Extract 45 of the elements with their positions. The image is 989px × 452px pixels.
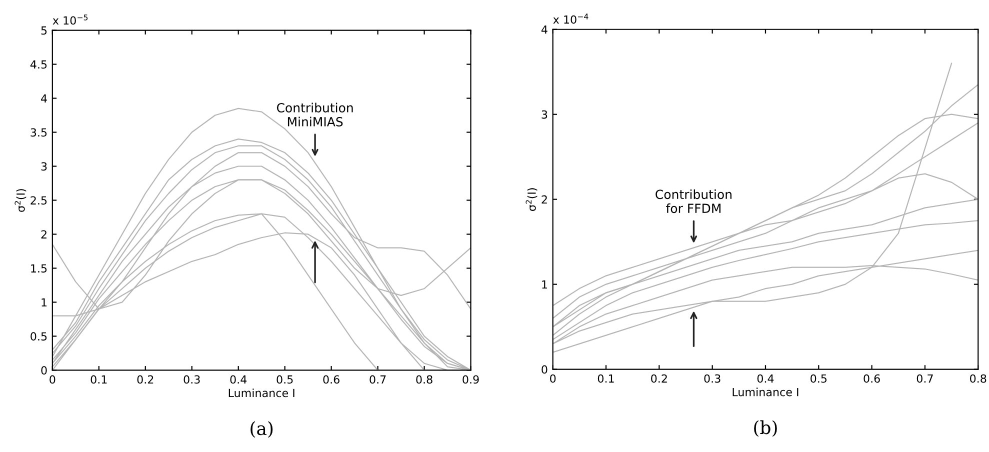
y-tick-label: 2 [542, 195, 547, 204]
x-tick-label: 0.4 [757, 374, 774, 383]
y-tick-label: 3.5 [30, 128, 47, 137]
y-tick-label: 0 [542, 365, 548, 374]
x-tick-label: 0.5 [810, 374, 827, 383]
y-tick-label: 1.5 [31, 264, 47, 273]
x-tick-label: 0.7 [370, 375, 386, 384]
annotation: Contribution MiniMIAS [276, 102, 353, 126]
text: x 10$^{−4}$ [553, 14, 588, 24]
x-tick-label: 0 [550, 374, 556, 383]
x-tick-label: 0.1 [90, 375, 107, 384]
x-tick-label: 0.1 [598, 374, 614, 383]
y-tick-label: 3 [41, 162, 47, 171]
annotation: Contribution for FFDM [656, 189, 732, 214]
x-tick-label: 0.8 [416, 375, 432, 384]
x-axis-title: Luminance I [732, 388, 798, 396]
x-tick-label: 0.8 [970, 374, 986, 383]
x-axis-title: Luminance I [228, 388, 294, 398]
text: (b) [754, 420, 777, 437]
y-tick-label: 0.5 [30, 332, 47, 341]
x-tick-label: 0.3 [704, 374, 720, 383]
x-tick-label: 0.7 [916, 374, 933, 383]
text: x 10$^{−5}$ [52, 14, 88, 25]
y-axis-title: σ$^{2}$(I) [14, 189, 26, 212]
y-tick-label: 1 [42, 298, 47, 306]
y-tick-label: 0 [41, 366, 47, 375]
x-tick-label: 0 [50, 375, 56, 384]
y-tick-label: 5 [41, 26, 47, 35]
y-tick-label: 4 [41, 94, 47, 102]
y-axis-title: σ$^{2}$(I) [526, 188, 538, 211]
y-tick-label: 1 [542, 280, 547, 289]
x-tick-label: 0.3 [184, 375, 200, 384]
y-tick-label: 3 [542, 110, 548, 119]
x-tick-label: 0.2 [137, 375, 154, 384]
text: (a) [250, 421, 273, 438]
x-tick-label: 0.2 [651, 374, 667, 383]
x-tick-label: 0.4 [230, 375, 247, 384]
y-tick-label: 2.5 [30, 196, 47, 205]
y-tick-label: 4 [541, 26, 548, 34]
y-tick-label: 4.5 [30, 60, 47, 69]
x-tick-label: 0.6 [864, 374, 880, 383]
x-tick-label: 0.6 [323, 375, 340, 384]
x-tick-label: 0.5 [276, 375, 293, 384]
x-tick-label: 0.9 [462, 375, 479, 384]
y-tick-label: 2 [41, 230, 46, 238]
